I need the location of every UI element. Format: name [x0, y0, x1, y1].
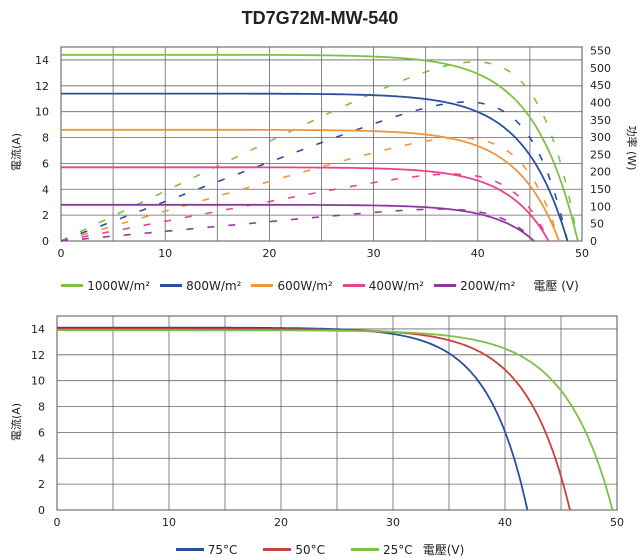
y-tick-label: 12	[35, 80, 49, 93]
iv-curve	[61, 128, 560, 242]
legend-swatch	[342, 284, 365, 287]
legend-item: 200W/m²	[434, 279, 515, 293]
legend-label: 25°C	[383, 542, 413, 557]
x-tick-label: 10	[158, 247, 172, 260]
legend-swatch	[175, 548, 204, 551]
iv-curve	[61, 92, 569, 242]
x-tick-label: 10	[162, 516, 176, 529]
y2-tick-label: 200	[590, 166, 611, 179]
y2-tick-label: 400	[590, 96, 611, 109]
legend-swatch	[263, 548, 292, 551]
x-tick-label: 50	[610, 516, 624, 529]
legend-swatch	[351, 548, 380, 551]
temperature-chart: 電流(A) 0 10 20 30 40 50 0 2 4 6 8 10 12 14	[9, 315, 624, 529]
y2-tick-label: 350	[590, 114, 611, 127]
y2-tick-label: 0	[590, 235, 597, 248]
y2-tick-label: 100	[590, 200, 611, 213]
legend-label: 1000W/m²	[87, 278, 151, 293]
legend-label: 75°C	[207, 542, 238, 557]
x-tick-label: 20	[274, 516, 288, 529]
legend-label: 600W/m²	[277, 278, 333, 293]
y-tick-label: 2	[38, 478, 45, 491]
y-tick-label: 14	[35, 54, 49, 67]
y2-tick-label: 500	[590, 62, 611, 75]
y2-axis-label: 功率 (W)	[625, 126, 639, 171]
legend-temperature: 75°C 50°C 25°C 電壓(V)	[0, 541, 640, 558]
y2-tick-label: 550	[590, 44, 611, 57]
chart-title: TD7G72M-MW-540	[241, 8, 399, 28]
y-tick-label: 4	[38, 452, 45, 465]
y-tick-label: 6	[42, 157, 49, 170]
y-tick-label: 6	[38, 426, 45, 439]
x-tick-label: 50	[575, 247, 589, 260]
y-axis-label: 電流(A)	[9, 403, 23, 441]
iv-curve	[57, 327, 571, 511]
y-tick-label: 14	[31, 323, 45, 336]
y-tick-label: 4	[42, 183, 49, 196]
iv-curve	[57, 326, 529, 511]
legend-swatch	[61, 284, 84, 287]
legend-swatch	[251, 284, 274, 287]
x-tick-label: 30	[386, 516, 400, 529]
y-tick-label: 0	[42, 235, 49, 248]
y-tick-label: 10	[31, 375, 45, 388]
iv-curve	[61, 166, 550, 242]
irradiance-chart: 電流(A) 功率 (W) 0 10 20 30 40 500246810121405010…	[9, 44, 639, 260]
legend-label: 200W/m²	[460, 278, 516, 293]
power-curve	[60, 101, 569, 242]
iv-curve	[61, 203, 535, 242]
power-curve	[60, 208, 535, 242]
y2-tick-label: 150	[590, 183, 611, 196]
x-axis-label: 電壓 (V)	[533, 279, 579, 293]
x-tick-label: 20	[262, 247, 276, 260]
legend-item: 75°C	[175, 542, 238, 557]
power-curve	[60, 137, 560, 242]
y-tick-label: 2	[42, 209, 49, 222]
legend-label: 800W/m²	[186, 278, 242, 293]
y-tick-label: 8	[42, 132, 49, 145]
legend-item: 50°C	[263, 543, 325, 557]
y2-tick-label: 50	[590, 218, 604, 231]
legend-item: 800W/m²	[160, 279, 241, 293]
legend-swatch	[160, 284, 183, 287]
legend-swatch	[434, 284, 457, 287]
legend-item: 400W/m²	[342, 278, 425, 293]
legend-item: 600W/m²	[251, 278, 333, 293]
legend-label: 400W/m²	[368, 278, 425, 293]
y2-tick-label: 300	[590, 131, 611, 144]
legend-irradiance: 1000W/m² 800W/m² 600W/m² 400W/m² 200W/m²…	[0, 277, 640, 294]
legend-item: 25°C	[351, 543, 413, 557]
y-tick-label: 10	[35, 106, 49, 119]
y-tick-label: 8	[38, 401, 45, 414]
y-tick-label: 12	[31, 349, 45, 362]
x-tick-label: 0	[54, 516, 61, 529]
legend-item: 1000W/m²	[61, 279, 150, 293]
y2-tick-label: 250	[590, 148, 611, 161]
x-tick-label: 40	[498, 516, 512, 529]
y2-tick-label: 450	[590, 79, 611, 92]
y-tick-label: 0	[38, 504, 45, 517]
y-axis-label: 電流(A)	[9, 133, 23, 171]
x-tick-label: 30	[367, 247, 381, 260]
x-axis-label: 電壓(V)	[422, 543, 465, 557]
iv-curve	[61, 53, 579, 242]
legend-label: 50°C	[295, 542, 326, 557]
iv-curve	[57, 329, 614, 511]
x-tick-label: 0	[58, 247, 65, 260]
x-tick-label: 40	[471, 247, 485, 260]
